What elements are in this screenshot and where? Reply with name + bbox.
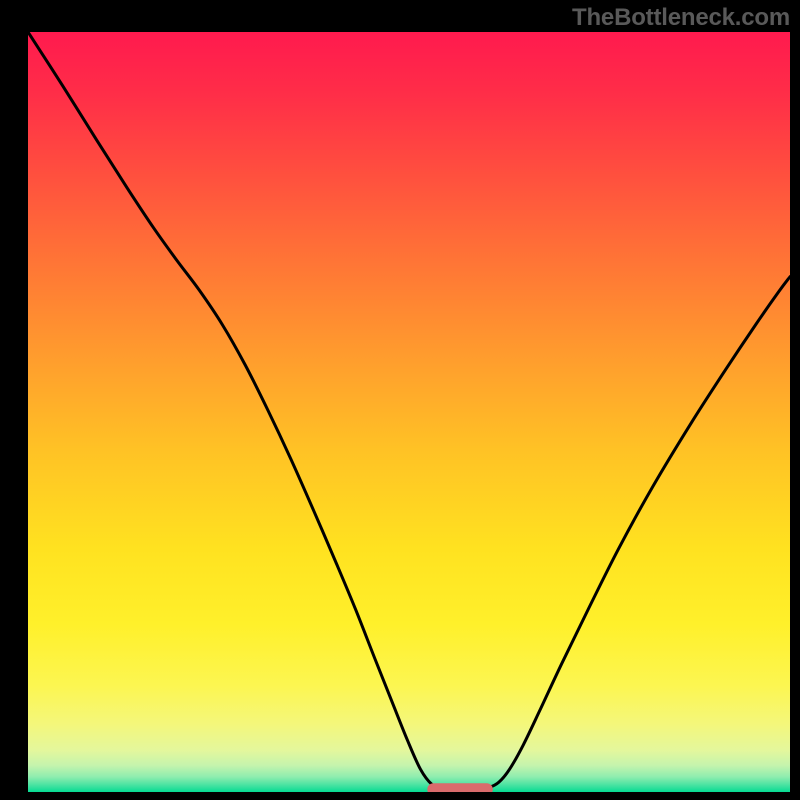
optimal-marker [427,783,493,792]
gradient-background [28,32,790,792]
watermark-text: TheBottleneck.com [572,4,790,32]
plot-area [28,32,790,792]
plot-svg [28,32,790,792]
